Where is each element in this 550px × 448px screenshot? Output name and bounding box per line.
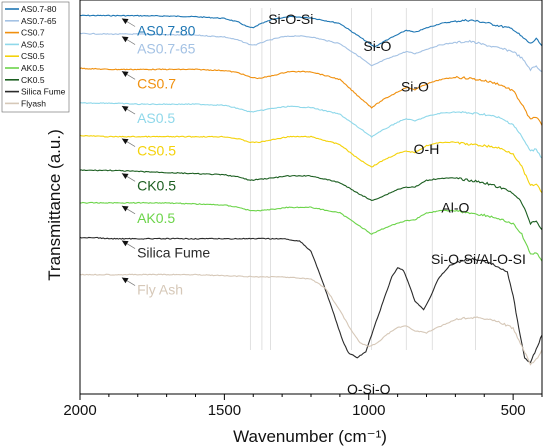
series-label-ck0-5: CK0.5 — [137, 177, 176, 193]
series-labels: AS0.7-80 AS0.7-65 CS0.7 AS0.5 CS0.5 CK0.5 AK0.… — [137, 22, 210, 297]
series-label-as0-5: AS0.5 — [137, 110, 175, 126]
annotation-si-o-si-0: Si-O-Si — [268, 11, 313, 27]
series-line-cs0-7 — [79, 67, 543, 126]
x-axis-title: Wavenumber (cm⁻¹) — [233, 427, 387, 446]
x-tick-label-1500: 1500 — [208, 402, 241, 419]
legend-label-cs0-5: CS0.5 — [21, 51, 45, 61]
annotation-si-o-2: Si-O — [401, 78, 429, 94]
annotation-o-h-3: O-H — [414, 141, 440, 157]
legend-label-as0-7-80: AS0.7-80 — [21, 4, 57, 14]
arrow-head-silica-fume — [121, 240, 129, 247]
x-tick-label-500: 500 — [501, 402, 526, 419]
series-line-silica-fume — [79, 236, 543, 364]
arrow-head-as0-7-65 — [121, 36, 129, 43]
label-arrows — [121, 18, 136, 286]
arrow-head-as0-5 — [121, 106, 129, 112]
x-tick-label-2000: 2000 — [63, 402, 96, 419]
legend-label-cs0-7: CS0.7 — [21, 28, 45, 38]
arrow-head-flyash — [121, 277, 129, 284]
series-label-ak0-5: AK0.5 — [137, 210, 175, 226]
series-lines — [79, 14, 543, 366]
annotation-al-o-4: Al-O — [441, 199, 469, 215]
x-tick-label-1000: 1000 — [352, 402, 385, 419]
x-axis-ticks: 2000 1500 1000 500 — [63, 394, 543, 419]
arrow-head-ak0-5 — [121, 205, 129, 212]
annotation-o-si-o-6: O-Si-O — [347, 381, 391, 397]
series-line-as0-5 — [79, 102, 543, 159]
arrow-head-ck0-5 — [121, 173, 129, 180]
legend-label-flyash: Flyash — [21, 98, 46, 108]
series-line-ak0-5 — [79, 201, 543, 262]
legend-label-silica-fume: Silica Fume — [21, 87, 66, 97]
series-label-cs0-7: CS0.7 — [137, 75, 176, 91]
series-label-silica-fume: Silica Fume — [137, 245, 210, 261]
peak-annotations: Si-O-Si Si-O Si-O O-H Al-O Si-O-Si/Al-O-SI O-S… — [268, 11, 526, 397]
arrow-head-cs0-7 — [121, 71, 129, 77]
y-axis-title: Transmittance (a.u.) — [45, 129, 64, 280]
legend-label-as0-7-65: AS0.7-65 — [21, 16, 57, 26]
series-label-as0-7-80: AS0.7-80 — [137, 22, 196, 38]
plot-frame — [79, 0, 543, 395]
arrow-head-cs0-5 — [121, 138, 129, 145]
legend-label-ak0-5: AK0.5 — [21, 63, 44, 73]
reference-lines — [249, 8, 476, 350]
series-line-as0-7-80 — [79, 14, 543, 48]
series-label-flyash: Fly Ash — [137, 282, 183, 298]
series-line-cs0-5 — [79, 134, 543, 194]
series-label-as0-7-65: AS0.7-65 — [137, 41, 196, 57]
series-line-flyash — [79, 273, 543, 366]
legend-label-as0-5: AS0.5 — [21, 39, 44, 49]
series-line-ck0-5 — [79, 169, 543, 231]
legend-label-ck0-5: CK0.5 — [21, 75, 45, 85]
series-label-cs0-5: CS0.5 — [137, 143, 176, 159]
annotation-si-o-1: Si-O — [363, 38, 391, 54]
axes — [79, 0, 543, 395]
annotation-si-o-si-al-o-si-5: Si-O-Si/Al-O-SI — [431, 251, 526, 267]
arrow-head-as0-7-80 — [121, 18, 129, 25]
series-line-as0-7-65 — [79, 32, 543, 73]
